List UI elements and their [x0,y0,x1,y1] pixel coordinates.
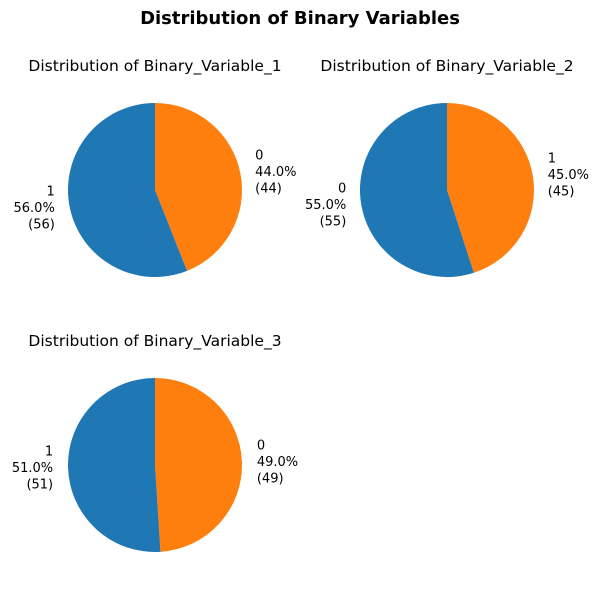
slice-count: (45) [548,184,575,199]
pie-slice-0 [155,103,243,271]
slice-percent: 49.0% [257,455,298,470]
pie-slice-1 [68,378,161,552]
slice-percent: 44.0% [255,165,296,180]
pie-chart-2: 1 45.0% (45) 0 55.0% (55) [305,103,589,278]
pie-slice-1 [447,103,534,273]
pie-slice-1 [68,103,188,277]
slice-category: 1 [548,151,556,166]
slice-label-1: 1 56.0% (56) [14,184,55,232]
slice-label-1: 1 45.0% (45) [548,151,589,199]
pie-panel-1: Distribution of Binary_Variable_1 0 44.0%… [0,0,300,280]
slice-count: (55) [320,215,347,230]
pie-chart-1: 0 44.0% (44) 1 56.0% (56) [14,103,296,277]
slice-category: 0 [255,149,263,164]
pie-title: Distribution of Binary_Variable_1 [28,57,282,75]
pie-title: Distribution of Binary_Variable_2 [320,57,574,75]
pie-chart-3: 0 49.0% (49) 1 51.0% (51) [12,378,298,552]
pie-slice-0 [359,103,474,278]
slice-category: 1 [45,445,53,460]
slice-percent: 55.0% [305,198,346,213]
slice-count: (44) [255,182,282,197]
slice-category: 0 [338,182,346,197]
figure-title: Distribution of Binary Variables [140,8,460,29]
slice-label-0: 0 44.0% (44) [255,149,296,197]
slice-label-0: 0 49.0% (49) [257,438,298,486]
slice-count: (56) [28,217,55,232]
slice-label-1: 1 51.0% (51) [12,445,53,493]
slice-percent: 51.0% [12,461,53,476]
slice-label-0: 0 55.0% (55) [305,182,346,230]
pie-slice-0 [155,378,243,552]
slice-category: 0 [257,438,265,453]
pie-panel-3: Distribution of Binary_Variable_3 0 49.0%… [0,275,300,555]
pie-panel-2: Distribution of Binary_Variable_2 1 45.0%… [292,0,592,280]
slice-category: 1 [47,184,55,199]
slice-count: (49) [257,471,284,486]
slice-percent: 45.0% [548,168,589,183]
slice-count: (51) [26,478,53,493]
slice-percent: 56.0% [14,201,55,216]
pie-title: Distribution of Binary_Variable_3 [28,332,282,350]
